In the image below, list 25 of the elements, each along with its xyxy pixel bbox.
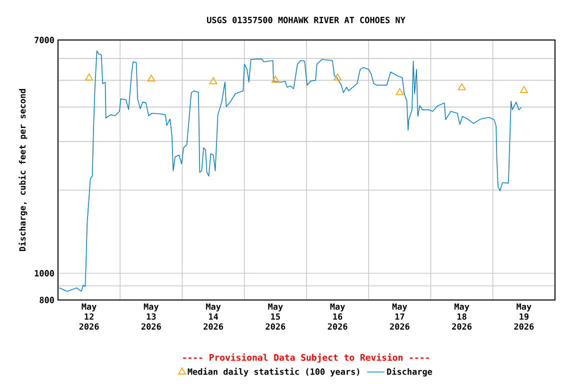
text: ---- Provisional Data Subject to Revision ---- (183, 353, 429, 363)
line-series (58, 50, 522, 292)
x-tick-label: May 15 2026 (266, 304, 286, 330)
y-tick-label: 800 (40, 296, 54, 304)
x-tick-label: May 16 2026 (328, 304, 348, 330)
point (272, 76, 280, 83)
x-tick-label: May 12 2026 (79, 304, 99, 330)
legend-label: Median daily statistic (100 years) (188, 368, 360, 376)
point (85, 74, 93, 80)
point (147, 74, 156, 82)
x-tick-label: May 18 2026 (452, 304, 472, 330)
point (334, 74, 342, 80)
legend-label: Discharge (387, 368, 432, 376)
y-axis-title: Discharge, cubic feet per second (18, 89, 28, 251)
point (520, 86, 528, 94)
point (396, 88, 404, 96)
x-tick-label: May 13 2026 (141, 304, 161, 330)
point (458, 83, 466, 90)
x-tick-label: May 14 2026 (204, 304, 224, 330)
y-tick-label: 1000 (34, 270, 54, 276)
y-tick-label: 7000 (34, 36, 54, 44)
point (209, 77, 218, 84)
chart-title: USGS 01357500 MOHAWK RIVER AT COHOES NY (207, 16, 406, 24)
x-tick-label: May 17 2026 (390, 304, 410, 330)
x-tick-label: May 19 2026 (514, 304, 534, 330)
